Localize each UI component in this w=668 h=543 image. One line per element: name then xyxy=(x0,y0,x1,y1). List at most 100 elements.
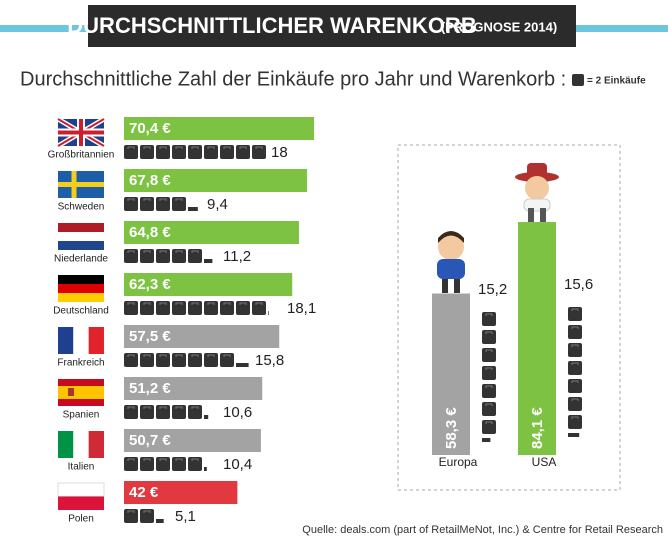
flag-stripe xyxy=(88,327,104,354)
legend-text: = 2 Einkäufe xyxy=(587,76,646,87)
basket-handle xyxy=(143,146,151,149)
bar-label: 84,1 € xyxy=(529,407,546,449)
basket-handle xyxy=(571,416,579,419)
bar-label: 62,3 € xyxy=(129,276,171,293)
basket-row xyxy=(124,457,207,471)
basket-handle xyxy=(143,302,151,305)
country-label: Großbritannien xyxy=(48,150,115,161)
basket-handle xyxy=(143,354,151,357)
basket-handle xyxy=(143,406,151,409)
flag xyxy=(56,116,106,149)
bar-label: 57,5 € xyxy=(129,328,171,345)
heading: Durchschnittliche Zahl der Einkäufe pro … xyxy=(20,68,566,90)
basket-row xyxy=(124,145,266,159)
bar-label: 67,8 € xyxy=(129,172,171,189)
basket-column xyxy=(482,312,496,442)
banner xyxy=(88,5,576,47)
basket-handle xyxy=(207,354,215,357)
flag-emblem xyxy=(68,388,74,396)
flag-stripe xyxy=(58,232,104,241)
basket-handle xyxy=(223,302,231,305)
basket-partial xyxy=(204,259,213,263)
basket-handle xyxy=(485,385,493,388)
flag-cross xyxy=(58,119,104,146)
flag xyxy=(58,379,104,406)
basket-partial xyxy=(482,438,491,442)
flag-stripe xyxy=(73,327,89,354)
basket-handle xyxy=(485,331,493,334)
basket-handle xyxy=(571,308,579,311)
flag-stripe xyxy=(58,386,104,399)
basket-handle xyxy=(159,458,167,461)
basket-label: 10,6 xyxy=(223,404,252,421)
europe-figure xyxy=(437,231,465,293)
basket-handle xyxy=(239,302,247,305)
bar xyxy=(124,273,293,296)
basket-column xyxy=(568,307,582,437)
basket-label: 18,1 xyxy=(287,300,316,317)
legend-icon xyxy=(572,74,584,86)
country-label: Spanien xyxy=(63,410,100,421)
basket-handle xyxy=(223,354,231,357)
basket-partial xyxy=(204,467,207,471)
bar-label: 50,7 € xyxy=(129,432,171,449)
basket-label: 18 xyxy=(271,144,288,161)
basket-handle xyxy=(191,458,199,461)
flag-stripe xyxy=(58,223,104,232)
flag-stripe xyxy=(58,496,104,510)
flag xyxy=(58,275,104,302)
basket-handle xyxy=(143,250,151,253)
category-label: USA xyxy=(532,455,557,469)
basket-handle xyxy=(207,146,215,149)
bar xyxy=(518,222,556,455)
basket-handle xyxy=(159,198,167,201)
basket-handle xyxy=(175,406,183,409)
basket-handle xyxy=(191,146,199,149)
basket-handle xyxy=(191,406,199,409)
bar xyxy=(124,325,280,348)
basket-handle xyxy=(143,198,151,201)
basket-handle xyxy=(207,302,215,305)
flag xyxy=(58,327,104,354)
basket-partial xyxy=(268,311,269,315)
basket-partial xyxy=(204,415,209,419)
basket-label: 9,4 xyxy=(207,196,228,213)
country-label: Niederlande xyxy=(54,254,108,265)
basket-handle xyxy=(255,146,263,149)
basket-handle xyxy=(485,403,493,406)
bar-label: 42 € xyxy=(129,484,159,501)
basket-row xyxy=(124,197,198,211)
country-label: Frankreich xyxy=(57,358,104,369)
bar xyxy=(124,117,315,140)
basket-row xyxy=(124,249,213,263)
bar-label: 51,2 € xyxy=(129,380,171,397)
basket-handle xyxy=(175,354,183,357)
basket-partial xyxy=(236,363,249,367)
country-label: Schweden xyxy=(58,202,105,213)
basket-handle xyxy=(127,250,135,253)
country-label: Italien xyxy=(68,462,95,473)
flag-stripe xyxy=(58,241,104,250)
basket-handle xyxy=(175,146,183,149)
comparison-box xyxy=(397,144,621,491)
basket-handle xyxy=(127,198,135,201)
flag-stripe xyxy=(58,293,104,302)
flag-cross xyxy=(58,171,104,198)
basket-handle xyxy=(175,198,183,201)
basket-row xyxy=(124,405,209,419)
basket-handle xyxy=(485,421,493,424)
bar xyxy=(432,293,470,455)
basket-label: 11,2 xyxy=(223,248,251,265)
flag xyxy=(58,171,104,198)
basket-handle xyxy=(223,146,231,149)
flag-stripe xyxy=(73,431,89,458)
basket-row xyxy=(124,301,269,315)
basket-handle xyxy=(485,349,493,352)
title: DURCHSCHNITTLICHER WARENKORB xyxy=(67,13,476,38)
basket-handle xyxy=(143,458,151,461)
basket-label: 15,2 xyxy=(478,281,507,298)
bar xyxy=(124,221,299,244)
basket-handle xyxy=(159,146,167,149)
basket-handle xyxy=(159,302,167,305)
basket-row xyxy=(124,353,249,367)
